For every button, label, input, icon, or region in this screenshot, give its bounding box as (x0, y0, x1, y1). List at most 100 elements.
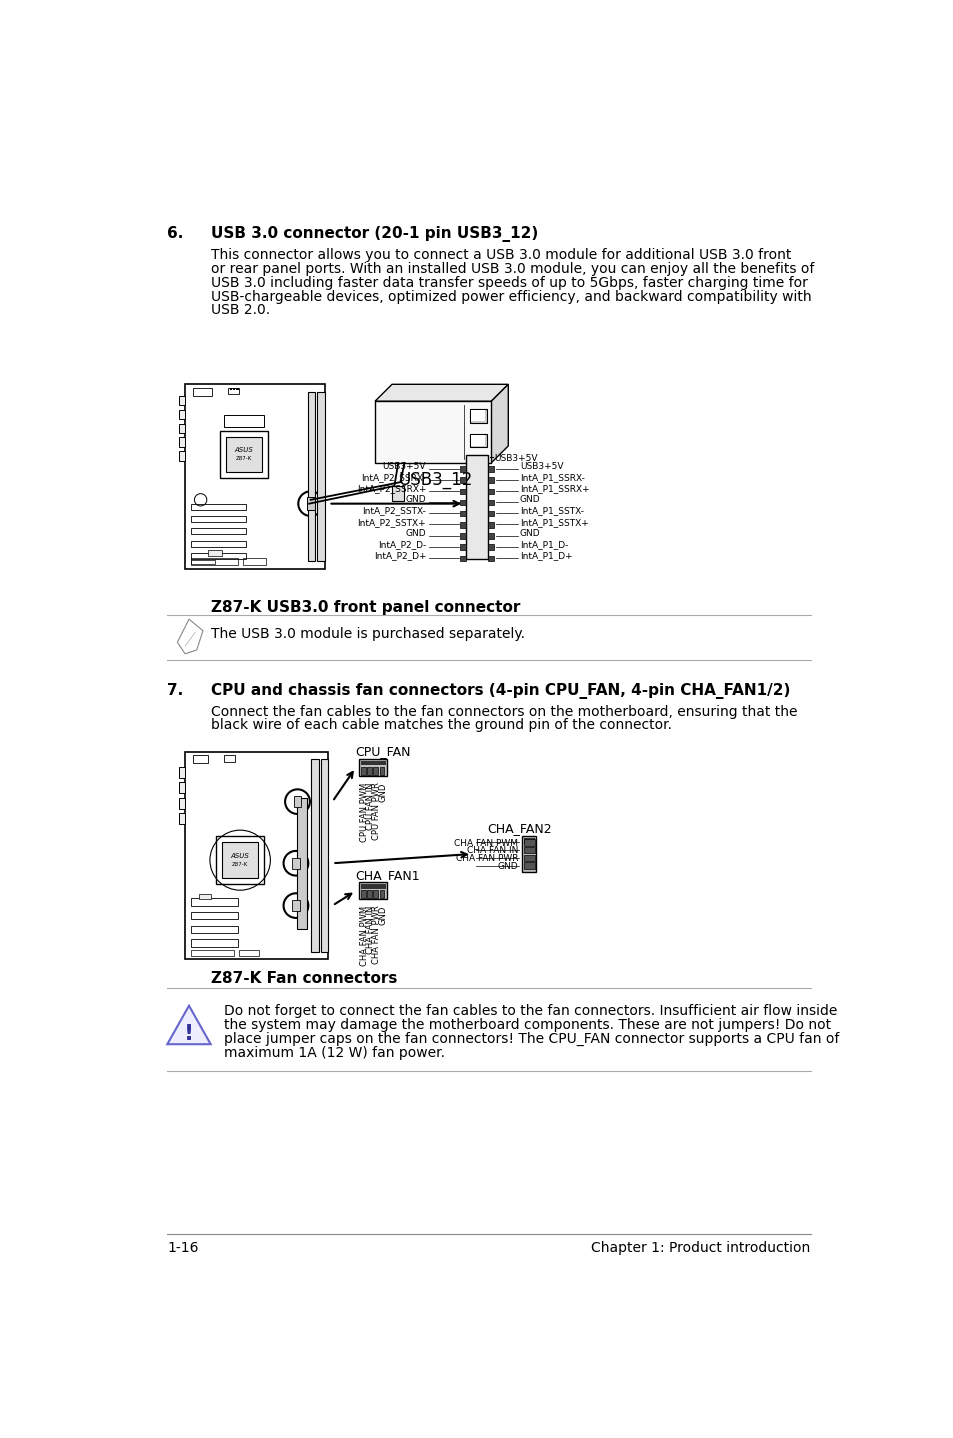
Text: IntA_P2_SSTX+: IntA_P2_SSTX+ (357, 518, 426, 526)
Bar (239, 951, 258, 956)
Text: CPU FAN IN: CPU FAN IN (365, 782, 375, 830)
Bar (360, 766, 365, 775)
Bar (469, 408, 486, 423)
Text: The USB 3.0 module is purchased separately.: The USB 3.0 module is purchased separate… (211, 627, 524, 641)
Text: USB3_12: USB3_12 (397, 470, 472, 489)
Bar (192, 926, 237, 933)
Text: CHA FAN PWR: CHA FAN PWR (372, 906, 380, 965)
Bar (359, 883, 387, 899)
Text: USB3+5V: USB3+5V (382, 462, 426, 470)
Bar (488, 533, 494, 539)
Bar (469, 434, 486, 447)
Bar (224, 755, 235, 762)
Text: 6.: 6. (167, 226, 184, 242)
Text: Z87-K USB3.0 front panel connector: Z87-K USB3.0 front panel connector (211, 600, 519, 615)
Text: the system may damage the motherboard components. These are not jumpers! Do not: the system may damage the motherboard co… (224, 1018, 830, 1032)
Bar (459, 533, 466, 539)
Bar (523, 847, 534, 853)
Text: IntA_P2_SSTX-: IntA_P2_SSTX- (362, 506, 426, 515)
Text: IntA_P1_D-: IntA_P1_D- (519, 541, 568, 549)
Bar (459, 555, 466, 561)
Text: place jumper caps on the fan connectors! The CPU_FAN connector supports a CPU fa: place jumper caps on the fan connectors!… (224, 1032, 839, 1045)
Bar (192, 939, 237, 948)
Bar (179, 452, 185, 460)
Bar (192, 516, 245, 522)
Text: IntA_P2_SSRX-: IntA_P2_SSRX- (361, 473, 426, 482)
Bar (226, 437, 261, 472)
Bar (459, 489, 466, 495)
Bar (360, 890, 365, 897)
Bar (471, 436, 484, 446)
Text: IntA_P1_SSTX-: IntA_P1_SSTX- (519, 506, 583, 515)
Text: GND: GND (377, 906, 387, 925)
Bar (224, 416, 264, 427)
Text: Z87-K Fan connectors: Z87-K Fan connectors (211, 971, 396, 986)
Polygon shape (375, 384, 508, 401)
Text: IntA_P1_D+: IntA_P1_D+ (519, 551, 572, 561)
Bar (521, 837, 536, 871)
Bar (236, 388, 238, 391)
Bar (488, 545, 494, 549)
Text: IntA_P2_D+: IntA_P2_D+ (374, 551, 426, 561)
Text: GND: GND (405, 529, 426, 538)
Polygon shape (167, 1005, 211, 1044)
Text: black wire of each cable matches the ground pin of the connector.: black wire of each cable matches the gro… (211, 719, 671, 732)
Text: CHA FAN IN: CHA FAN IN (365, 906, 375, 953)
Bar (373, 890, 377, 897)
Bar (320, 759, 328, 952)
Bar (488, 555, 494, 561)
Bar (379, 890, 384, 897)
Text: CPU FAN PWR: CPU FAN PWR (372, 782, 380, 840)
Bar (392, 486, 404, 502)
Bar (179, 798, 185, 808)
Bar (220, 430, 268, 479)
Bar (294, 797, 301, 807)
Text: Z87-K: Z87-K (232, 861, 248, 867)
Text: USB-chargeable devices, optimized power efficiency, and backward compatibility w: USB-chargeable devices, optimized power … (211, 289, 810, 303)
Bar (311, 759, 319, 952)
Text: IntA_P2_SSRX+: IntA_P2_SSRX+ (356, 485, 426, 493)
Bar (192, 528, 245, 535)
Polygon shape (491, 384, 508, 463)
Text: ASUS: ASUS (231, 853, 250, 858)
Bar (459, 477, 466, 483)
Text: ASUS: ASUS (234, 447, 253, 453)
Bar (230, 388, 233, 391)
Text: 1-16: 1-16 (167, 1241, 198, 1255)
Text: CPU and chassis fan connectors (4-pin CPU_FAN, 4-pin CHA_FAN1/2): CPU and chassis fan connectors (4-pin CP… (211, 683, 789, 699)
Bar (459, 522, 466, 528)
Bar (367, 890, 372, 897)
Bar (192, 554, 245, 559)
Bar (228, 388, 239, 394)
Bar (523, 838, 534, 844)
Bar (488, 500, 494, 505)
Text: 7.: 7. (167, 683, 183, 697)
Bar (179, 395, 185, 406)
Bar (292, 858, 299, 869)
Bar (192, 559, 214, 565)
Text: Do not forget to connect the fan cables to the fan connectors. Insufficient air : Do not forget to connect the fan cables … (224, 1004, 837, 1018)
Bar (216, 837, 264, 884)
Bar (222, 843, 257, 877)
Bar (192, 541, 245, 546)
Text: CHA FAN PWM: CHA FAN PWM (359, 906, 368, 966)
Bar (466, 456, 488, 559)
Text: Chapter 1: Product introduction: Chapter 1: Product introduction (591, 1241, 810, 1255)
Bar (488, 522, 494, 528)
Bar (488, 510, 494, 516)
Bar (523, 854, 534, 861)
Bar (179, 814, 185, 824)
Text: USB 3.0 including faster data transfer speeds of up to 5Gbps, faster charging ti: USB 3.0 including faster data transfer s… (211, 276, 807, 289)
Bar (360, 761, 385, 765)
Text: GND: GND (405, 495, 426, 505)
Bar (193, 388, 212, 395)
Bar (192, 503, 245, 510)
Bar (208, 549, 222, 557)
Text: GND: GND (519, 529, 540, 538)
Text: or rear panel ports. With an installed USB 3.0 module, you can enjoy all the ben: or rear panel ports. With an installed U… (211, 262, 813, 276)
Bar (179, 766, 185, 778)
Bar (523, 863, 534, 869)
Text: Connect the fan cables to the fan connectors on the motherboard, ensuring that t: Connect the fan cables to the fan connec… (211, 705, 797, 719)
Bar (192, 897, 237, 906)
Bar (199, 894, 211, 899)
